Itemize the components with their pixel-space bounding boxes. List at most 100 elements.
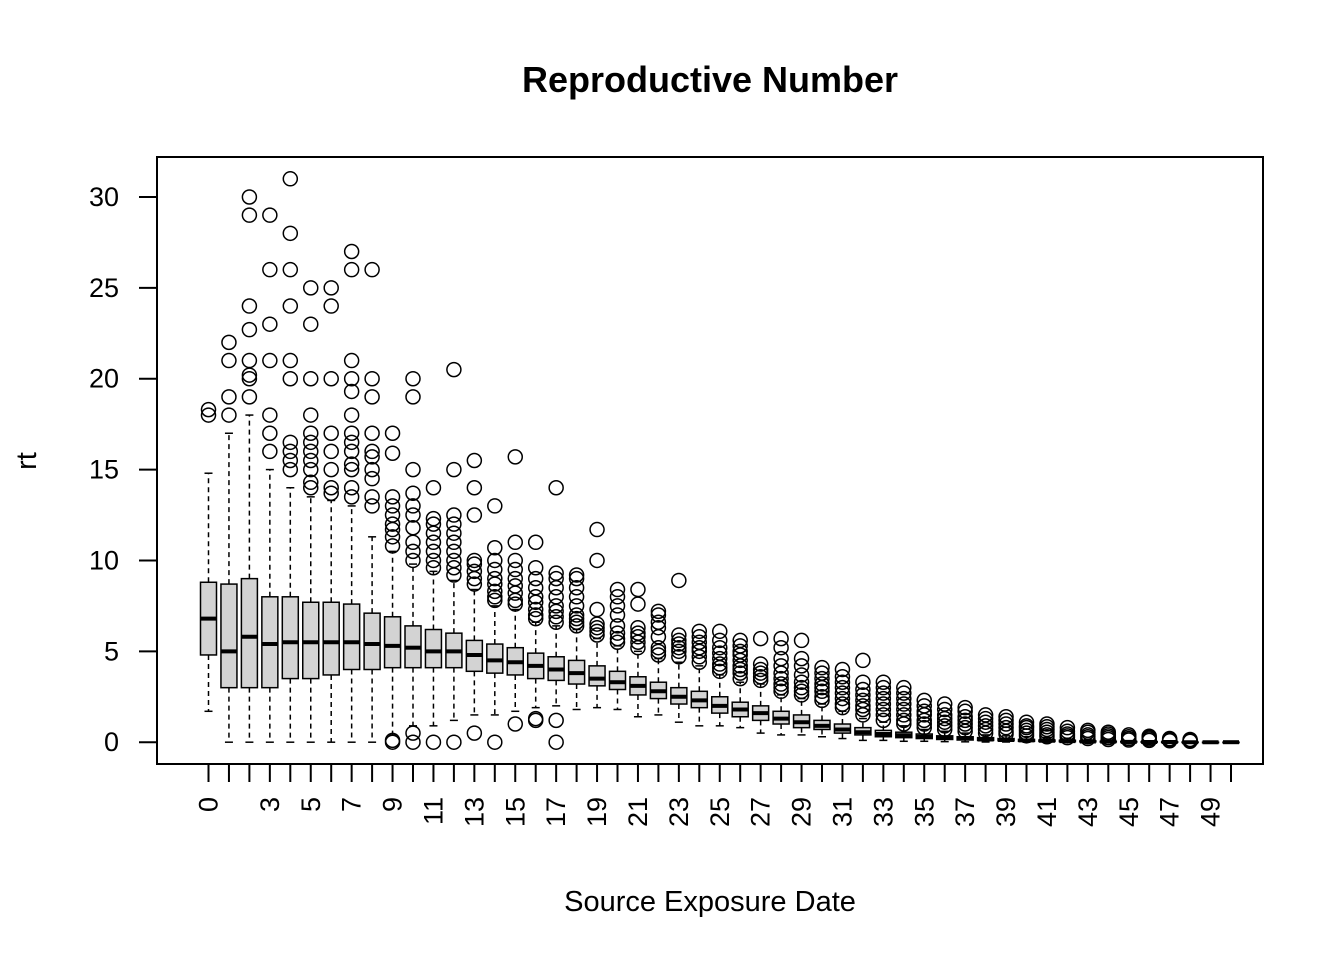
outlier-point — [323, 370, 339, 387]
outlier-point — [548, 614, 564, 630]
box-45 — [1120, 727, 1138, 748]
box-39 — [997, 708, 1015, 743]
box-37 — [956, 699, 974, 743]
outlier-point — [814, 676, 830, 692]
box-24 — [690, 623, 709, 727]
outlier-point — [752, 672, 769, 689]
outlier-point — [793, 683, 810, 700]
box-42 — [1058, 719, 1077, 746]
outlier-point — [589, 601, 605, 618]
outlier-point — [364, 443, 380, 460]
x-tick-label: 19 — [582, 797, 612, 827]
outlier-point — [384, 445, 401, 461]
outlier-point — [405, 534, 421, 551]
outlier-point — [323, 443, 339, 460]
outlier-point — [916, 716, 932, 732]
outlier-point — [487, 734, 503, 750]
outlier-point — [712, 639, 728, 656]
outlier-point — [589, 552, 605, 569]
outlier-point — [732, 670, 748, 687]
outlier-point — [446, 543, 462, 560]
outlier-point — [732, 638, 748, 654]
outlier-point — [262, 407, 278, 423]
box-15 — [506, 449, 524, 732]
outlier-point — [548, 565, 564, 581]
outlier-point — [630, 629, 646, 645]
outlier-point — [814, 689, 830, 705]
outlier-point — [241, 207, 258, 223]
outlier-point — [282, 171, 299, 187]
outlier-point — [916, 698, 932, 714]
outlier-point — [343, 352, 360, 369]
outlier-point — [343, 489, 360, 505]
outlier-point — [405, 734, 421, 750]
outlier-point — [384, 516, 401, 532]
outlier-point — [262, 443, 278, 460]
outlier-point — [343, 370, 360, 387]
box-iqr — [281, 596, 300, 680]
outlier-point — [282, 352, 299, 369]
box-iqr — [383, 616, 402, 669]
outlier-point — [200, 401, 217, 418]
box-41 — [1038, 716, 1056, 745]
outlier-point — [1141, 728, 1157, 744]
outlier-point — [466, 556, 483, 572]
outlier-point — [548, 480, 564, 496]
outlier-point — [1182, 731, 1198, 748]
outlier-point — [773, 670, 789, 687]
outlier-point — [262, 316, 278, 332]
box-12 — [445, 361, 463, 750]
outlier-point — [446, 507, 462, 523]
x-tick-label: 7 — [337, 797, 367, 812]
outlier-point — [221, 352, 237, 369]
outlier-point — [875, 712, 892, 729]
box-2 — [240, 189, 259, 743]
outlier-point — [364, 425, 380, 441]
outlier-point — [343, 456, 360, 472]
y-tick-label: 25 — [89, 273, 119, 303]
outlier-point — [773, 676, 789, 692]
box-iqr — [588, 665, 606, 687]
outlier-point — [548, 734, 564, 750]
box-7 — [342, 243, 361, 743]
outlier-point — [364, 389, 380, 405]
outlier-point — [1100, 724, 1117, 740]
box-1 — [220, 334, 238, 743]
box-34 — [895, 679, 913, 743]
outlier-point — [568, 589, 585, 605]
outlier-point — [241, 352, 258, 369]
outlier-point — [589, 521, 605, 538]
outlier-point — [814, 670, 830, 687]
outlier-point — [957, 716, 973, 732]
outlier-point — [405, 519, 421, 536]
outlier-point — [752, 656, 769, 672]
outlier-point — [282, 452, 299, 469]
outlier-point — [793, 632, 810, 649]
box-26 — [731, 632, 749, 729]
outlier-point — [814, 659, 830, 676]
outlier-point — [241, 321, 258, 338]
outlier-point — [466, 452, 483, 469]
y-tick-label: 10 — [89, 545, 119, 575]
outlier-point — [936, 718, 953, 734]
box-36 — [935, 696, 954, 743]
outlier-point — [630, 619, 646, 636]
outlier-point — [323, 425, 339, 441]
outlier-point — [834, 679, 851, 696]
outlier-point — [446, 525, 462, 541]
x-tick-label: 33 — [868, 797, 898, 827]
box-27 — [751, 630, 770, 734]
outlier-point — [343, 434, 360, 451]
outlier-point — [568, 607, 585, 623]
outlier-point — [446, 516, 462, 532]
outlier-point — [712, 663, 728, 680]
outlier-point — [834, 685, 851, 701]
outlier-point — [507, 596, 523, 612]
box-20 — [608, 581, 627, 711]
outlier-point — [834, 669, 851, 685]
outlier-point — [241, 189, 258, 205]
outlier-point — [752, 665, 769, 681]
outlier-point — [998, 712, 1014, 729]
outlier-point — [405, 552, 421, 569]
outlier-point — [405, 485, 421, 501]
